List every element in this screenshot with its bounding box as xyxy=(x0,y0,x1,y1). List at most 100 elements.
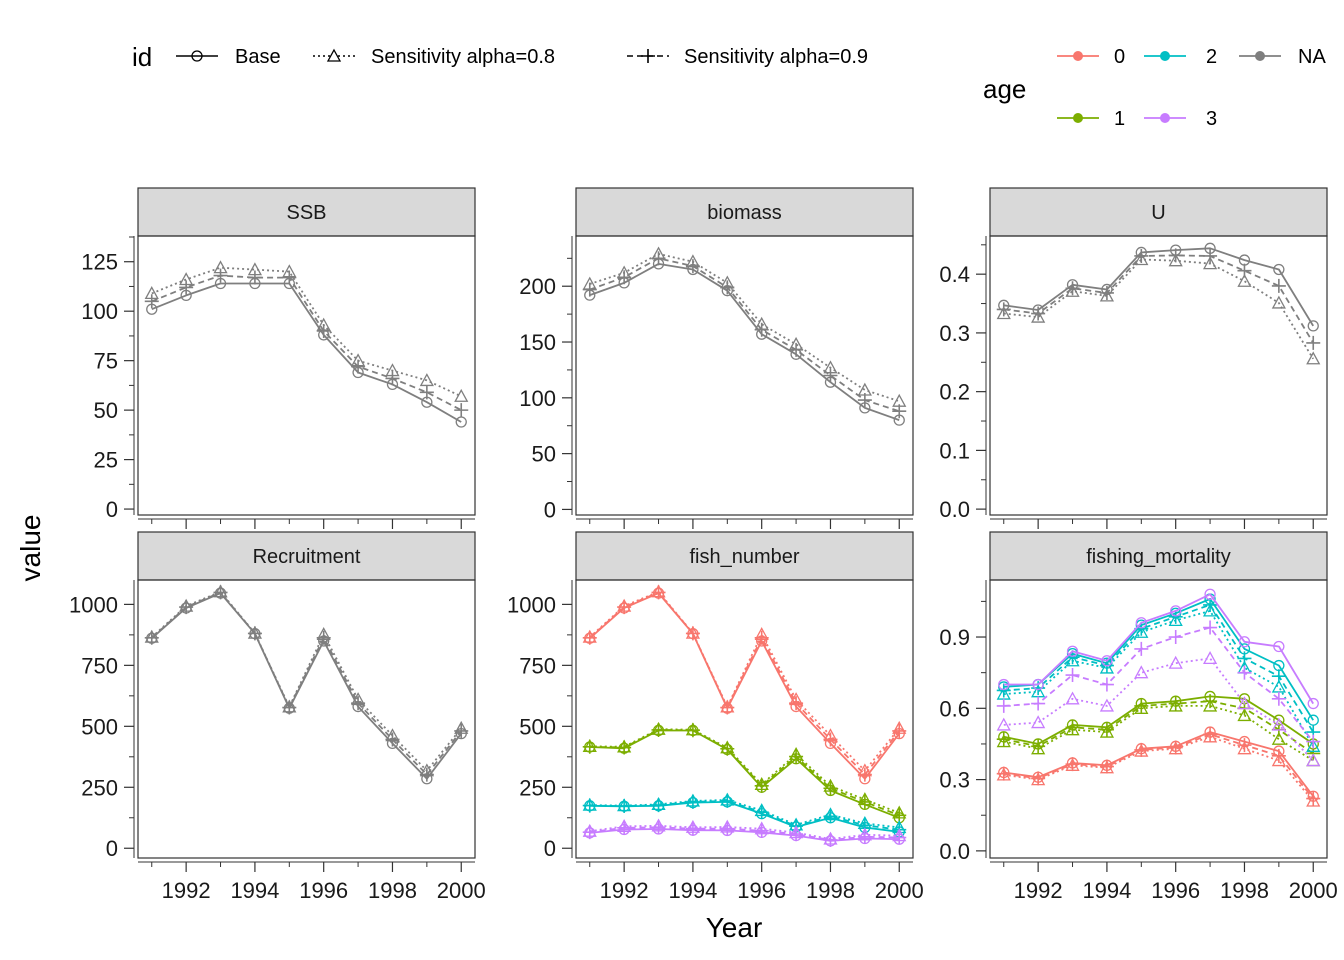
y-tick-label: 0 xyxy=(544,836,556,861)
series-sensitivity-alpha-0-8-age-3 xyxy=(996,651,1321,767)
data-point-plus xyxy=(385,371,400,386)
series-sensitivity-alpha-0-8-age-0 xyxy=(582,584,907,777)
data-point-plus xyxy=(651,722,666,737)
data-point-plus xyxy=(582,282,597,297)
y-tick-label: 50 xyxy=(94,398,118,423)
data-point-circle xyxy=(1238,636,1251,648)
data-point-plus xyxy=(1237,263,1252,278)
facet-strip xyxy=(575,187,914,237)
data-point-plus xyxy=(685,821,700,836)
data-point-circle xyxy=(1273,263,1285,276)
data-point-circle xyxy=(1135,617,1147,629)
facet-strip-label: fish_number xyxy=(689,546,799,568)
y-tick-label: 1000 xyxy=(69,592,118,617)
data-point-plus xyxy=(789,696,804,711)
y-tick-label: 1000 xyxy=(507,592,556,617)
series-line xyxy=(589,729,900,817)
series-sensitivity-alpha-0-9-age-0 xyxy=(996,727,1321,806)
series-line xyxy=(1003,733,1314,800)
series-line xyxy=(1003,247,1314,327)
data-point-plus xyxy=(247,270,262,285)
y-tick-label: 500 xyxy=(519,714,556,739)
series-line xyxy=(1003,657,1314,762)
data-point-plus xyxy=(789,827,804,842)
x-tick-label: 1994 xyxy=(668,878,717,903)
data-point-plus xyxy=(1271,691,1286,706)
x-tick-label: 1994 xyxy=(1082,878,1131,903)
facet-strip-label: Recruitment xyxy=(253,546,361,568)
x-axis-title: Year xyxy=(706,912,763,943)
legend-id: id Base Sensitivity alpha=0.8 Sensitivit… xyxy=(132,42,868,72)
data-point-plus xyxy=(582,798,597,813)
data-point-triangle xyxy=(1202,698,1218,712)
y-tick-label: 150 xyxy=(519,330,556,355)
data-point-plus xyxy=(1168,740,1183,755)
data-point-plus xyxy=(754,630,769,645)
data-point-plus xyxy=(213,585,228,600)
facet-strip-label: biomass xyxy=(707,202,781,224)
facet-strip xyxy=(989,187,1328,237)
legend-age-item-0: 0 xyxy=(1057,46,1125,68)
y-tick-label: 125 xyxy=(81,250,118,275)
data-point-plus xyxy=(213,268,228,283)
data-point-plus xyxy=(582,630,597,645)
series-line xyxy=(1003,593,1314,705)
data-point-triangle xyxy=(1099,724,1115,738)
data-point-plus xyxy=(419,385,434,400)
data-point-plus xyxy=(720,741,735,756)
series-sensitivity-alpha-0-9-age-na xyxy=(996,248,1321,350)
data-point-triangle xyxy=(996,306,1011,320)
data-point-plus xyxy=(351,359,366,374)
series-line xyxy=(1003,604,1314,733)
legend-age-label-3: 3 xyxy=(1206,108,1217,130)
facet-panels: SSB 0 25 50 75 100 125 biomass 0 50 100 150 200 U 0.0 0… xyxy=(69,187,1338,903)
data-point-plus xyxy=(179,600,194,615)
series-line xyxy=(1003,705,1314,762)
y-tick-label: 0 xyxy=(106,497,118,522)
data-point-plus xyxy=(582,739,597,754)
x-tick-label: 1994 xyxy=(230,878,279,903)
series-sensitivity-alpha-0-8-age-1 xyxy=(996,698,1321,767)
data-point-triangle xyxy=(1271,717,1286,731)
data-point-triangle xyxy=(454,388,469,402)
facet-strip-label: U xyxy=(1151,202,1165,224)
data-point-triangle xyxy=(1168,655,1183,669)
y-tick-label: 75 xyxy=(94,349,118,374)
series-line xyxy=(589,800,900,831)
y-tick-label: 0.3 xyxy=(939,321,970,346)
series-line xyxy=(1003,731,1314,797)
x-tick-label: 2000 xyxy=(437,878,486,903)
data-point-plus xyxy=(1306,734,1321,749)
y-tick-label: 0.3 xyxy=(939,768,970,793)
data-point-plus xyxy=(617,820,632,835)
y-tick-label: 50 xyxy=(532,442,556,467)
legend-age-item-2: 2 xyxy=(1144,46,1217,68)
y-tick-label: 250 xyxy=(519,775,556,800)
data-point-plus xyxy=(651,798,666,813)
series-sensitivity-alpha-0-9-age-na xyxy=(582,251,907,419)
data-point-plus xyxy=(282,270,297,285)
data-point-plus xyxy=(823,809,838,824)
data-point-circle xyxy=(1204,588,1216,600)
y-axis-title: value xyxy=(15,515,46,582)
series-line xyxy=(1003,610,1314,747)
y-tick-label: 0.0 xyxy=(939,497,970,522)
data-point-circle xyxy=(1273,640,1285,653)
data-point-plus xyxy=(1203,597,1218,612)
series-line xyxy=(1003,626,1314,743)
data-point-plus xyxy=(720,280,735,295)
legend-age-item-na: NA xyxy=(1239,46,1326,68)
series-line xyxy=(589,262,900,421)
data-point-triangle xyxy=(1168,253,1183,267)
series-sensitivity-alpha-0-9-age-0 xyxy=(582,585,907,782)
data-point-plus xyxy=(1065,668,1080,683)
legend-key-circle-icon xyxy=(191,50,203,62)
panel-border xyxy=(137,579,476,859)
y-tick-label: 750 xyxy=(81,653,118,678)
facet-strip-label: SSB xyxy=(286,202,326,224)
data-point-triangle xyxy=(1099,288,1115,302)
data-point-plus xyxy=(823,781,838,796)
x-tick-label: 1998 xyxy=(368,878,417,903)
data-point-plus xyxy=(651,820,666,835)
series-line xyxy=(1003,254,1314,344)
